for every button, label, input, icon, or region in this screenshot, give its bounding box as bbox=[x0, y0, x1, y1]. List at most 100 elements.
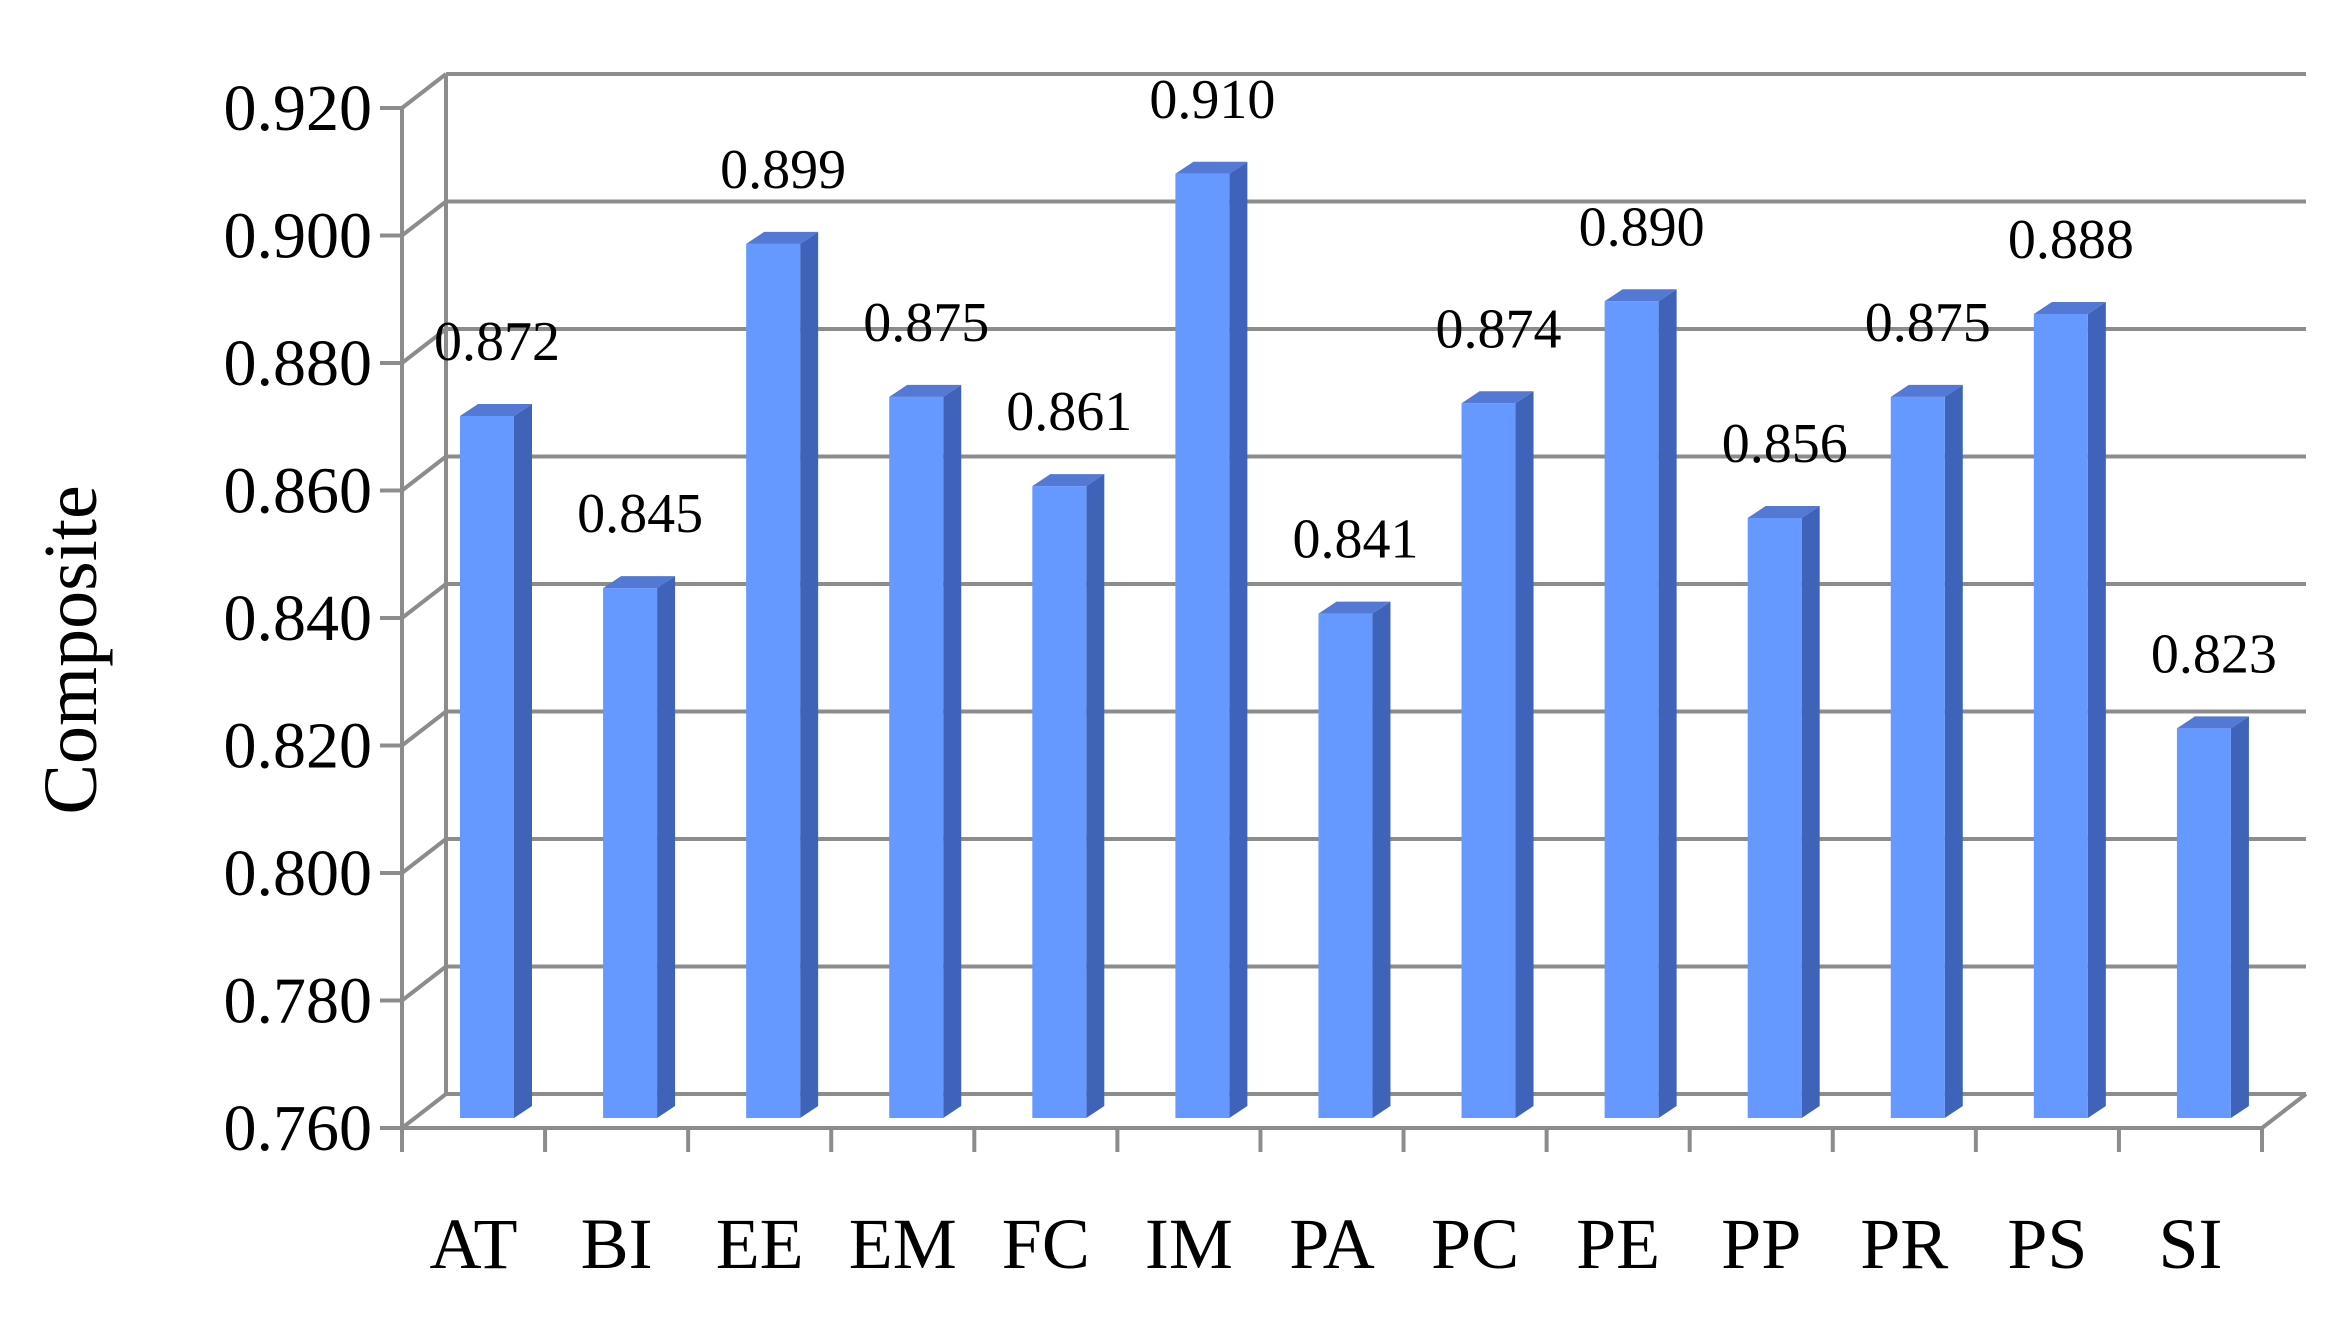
bar-top bbox=[1032, 474, 1105, 487]
gridline-side bbox=[400, 582, 448, 620]
gridline-side bbox=[400, 327, 448, 365]
bar-PC bbox=[1461, 391, 1534, 1118]
bar-top bbox=[1318, 601, 1391, 614]
bar-EE bbox=[746, 231, 819, 1118]
x-tick-label: EE bbox=[716, 1204, 804, 1284]
bar-top bbox=[1747, 506, 1820, 518]
y-tick-label: 0.780 bbox=[224, 965, 373, 1038]
y-tick-label: 0.860 bbox=[224, 455, 373, 528]
gridline-side bbox=[400, 72, 448, 110]
gridline-side bbox=[400, 837, 448, 875]
bar-top bbox=[1175, 161, 1248, 174]
x-tick-label: BI bbox=[581, 1204, 653, 1284]
value-label: 0.899 bbox=[720, 139, 846, 201]
bar-side bbox=[1658, 289, 1677, 1118]
bar-PA bbox=[1318, 601, 1391, 1118]
y-tick-label: 0.760 bbox=[224, 1092, 373, 1165]
bar-side bbox=[1944, 384, 1963, 1118]
bar-side bbox=[1801, 506, 1820, 1118]
bar bbox=[746, 243, 801, 1118]
y-tick-label: 0.900 bbox=[224, 200, 373, 273]
bar-IM bbox=[1175, 161, 1248, 1118]
bar bbox=[1318, 613, 1373, 1118]
x-tick-label: PS bbox=[2007, 1204, 2087, 1284]
x-tick-label: IM bbox=[1145, 1204, 1233, 1284]
value-label: 0.823 bbox=[2151, 623, 2277, 685]
value-label: 0.890 bbox=[1579, 196, 1705, 258]
bar bbox=[2176, 728, 2231, 1118]
bars-layer bbox=[460, 161, 2249, 1118]
axis-layer bbox=[380, 74, 2308, 1152]
bar bbox=[1032, 486, 1087, 1118]
value-label: 0.874 bbox=[1436, 298, 1562, 360]
bar-side bbox=[1229, 161, 1248, 1118]
bar bbox=[1461, 403, 1516, 1118]
gridline-side bbox=[400, 709, 448, 748]
bar-side bbox=[943, 384, 962, 1118]
y-tick-label: 0.800 bbox=[224, 837, 373, 910]
bar bbox=[2033, 314, 2088, 1118]
bar-side bbox=[1086, 474, 1105, 1118]
value-label: 0.856 bbox=[1722, 413, 1848, 475]
bar bbox=[1890, 396, 1945, 1118]
x-tick-label: FC bbox=[1002, 1204, 1090, 1284]
value-label: 0.875 bbox=[1865, 292, 1991, 354]
labels-layer: 0.760 0.780 0.800 0.820 0.840 0.860 0.880 0.900… bbox=[224, 69, 2277, 1284]
bar-side bbox=[514, 404, 532, 1118]
bar-side bbox=[2087, 302, 2106, 1118]
bar-top bbox=[1890, 384, 1963, 397]
bar bbox=[1747, 518, 1802, 1118]
x-tick-label: PR bbox=[1860, 1204, 1948, 1284]
x-tick-label: PP bbox=[1721, 1204, 1801, 1284]
bar bbox=[1604, 301, 1659, 1118]
bar-side bbox=[657, 576, 676, 1118]
bar bbox=[889, 396, 944, 1118]
bar-side bbox=[2230, 716, 2249, 1118]
gridline-side bbox=[400, 199, 448, 238]
bar-top bbox=[1461, 391, 1534, 404]
value-label: 0.841 bbox=[1292, 509, 1418, 571]
y-axis-title: Composite bbox=[29, 485, 113, 814]
bar-PP bbox=[1747, 506, 1820, 1118]
bar bbox=[1175, 173, 1230, 1118]
bar-top bbox=[2176, 716, 2249, 729]
bar-AT bbox=[460, 404, 532, 1118]
bar-top bbox=[603, 576, 676, 589]
bar-side bbox=[800, 231, 819, 1118]
value-label: 0.872 bbox=[434, 311, 560, 373]
y-tick-label: 0.840 bbox=[224, 582, 373, 655]
floor-right-edge bbox=[2260, 1092, 2308, 1130]
x-tick-label: AT bbox=[430, 1204, 518, 1284]
bar-SI bbox=[2176, 716, 2249, 1118]
value-label: 0.875 bbox=[863, 292, 989, 354]
bar-side bbox=[1515, 391, 1534, 1118]
y-tick-label: 0.880 bbox=[224, 327, 373, 400]
bar bbox=[460, 416, 514, 1118]
x-tick-label: SI bbox=[2158, 1204, 2222, 1284]
bar-PS bbox=[2033, 302, 2106, 1118]
bar-top bbox=[1604, 289, 1677, 302]
bar-top bbox=[746, 231, 819, 244]
value-label: 0.861 bbox=[1006, 381, 1132, 443]
value-label: 0.910 bbox=[1149, 69, 1275, 131]
bar bbox=[603, 588, 658, 1118]
bar-top bbox=[460, 404, 532, 416]
y-tick-label: 0.820 bbox=[224, 710, 373, 783]
x-tick-label: PE bbox=[1576, 1204, 1660, 1284]
gridline-side bbox=[400, 964, 448, 1003]
x-tick-label: EM bbox=[849, 1204, 957, 1284]
bar-side bbox=[1372, 601, 1391, 1118]
x-tick-label: PC bbox=[1431, 1204, 1519, 1284]
bar-BI bbox=[603, 576, 676, 1118]
bar-top bbox=[889, 384, 962, 397]
bar-PR bbox=[1890, 384, 1963, 1118]
bar-FC bbox=[1032, 474, 1105, 1118]
value-label: 0.845 bbox=[577, 483, 703, 545]
bar-PE bbox=[1604, 289, 1677, 1118]
value-label: 0.888 bbox=[2008, 209, 2134, 271]
x-tick-label: PA bbox=[1289, 1204, 1374, 1284]
gridline-side bbox=[400, 1092, 448, 1130]
gridline-side bbox=[400, 454, 448, 493]
